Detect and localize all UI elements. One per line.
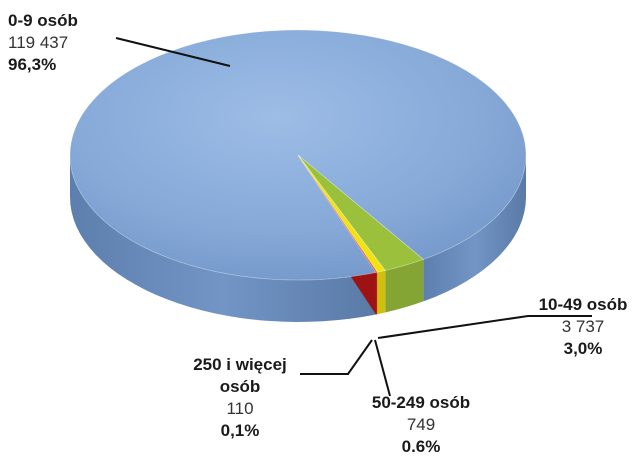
leader-line <box>377 315 592 339</box>
slice-value: 749 <box>406 415 436 435</box>
slice-percent: 0.6% <box>401 437 441 457</box>
pie-side-wall <box>377 270 386 315</box>
slice-label-0-9: 0-9 osób 119 437 96,3% <box>8 10 78 76</box>
slice-value: 119 437 <box>8 33 69 53</box>
pie-side-wall <box>375 272 378 315</box>
pie-slice <box>297 154 425 271</box>
slice-name-line2: osób <box>219 377 261 397</box>
slice-name: 10-49 osób <box>538 295 628 314</box>
pie-side-wall <box>423 155 526 302</box>
slice-value: 3 737 <box>561 317 605 337</box>
pie-slice <box>69 29 527 281</box>
slice-percent: 3,0% <box>563 339 603 359</box>
pie-slice <box>297 154 386 273</box>
pie-side-wall <box>70 155 376 323</box>
slice-name: 0-9 osób <box>8 11 78 30</box>
slice-name: 50-249 osób <box>371 393 471 412</box>
leader-line <box>115 37 231 67</box>
slice-percent: 0,1% <box>220 421 260 441</box>
slice-name-line1: 250 i więcej <box>193 355 287 374</box>
slice-label-250-plus: 250 i więcej osób 110 0,1% <box>170 354 310 442</box>
pie-slice <box>297 154 378 273</box>
slice-value: 110 <box>226 399 254 419</box>
leader-line <box>300 339 373 375</box>
pie-side-wall <box>385 259 424 313</box>
leader-line <box>374 339 391 397</box>
slice-label-10-49: 10-49 osób 3 737 3,0% <box>528 294 633 360</box>
slice-percent: 96,3% <box>8 55 57 75</box>
slice-label-50-249: 50-249 osób 749 0.6% <box>356 392 486 458</box>
